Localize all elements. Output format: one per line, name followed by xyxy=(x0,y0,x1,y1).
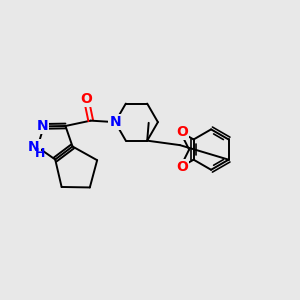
Text: N: N xyxy=(37,119,48,134)
Text: H: H xyxy=(35,147,46,160)
Text: N: N xyxy=(109,115,121,129)
Text: O: O xyxy=(80,92,92,106)
Text: N: N xyxy=(28,140,40,154)
Text: O: O xyxy=(176,125,188,139)
Text: O: O xyxy=(176,160,188,174)
